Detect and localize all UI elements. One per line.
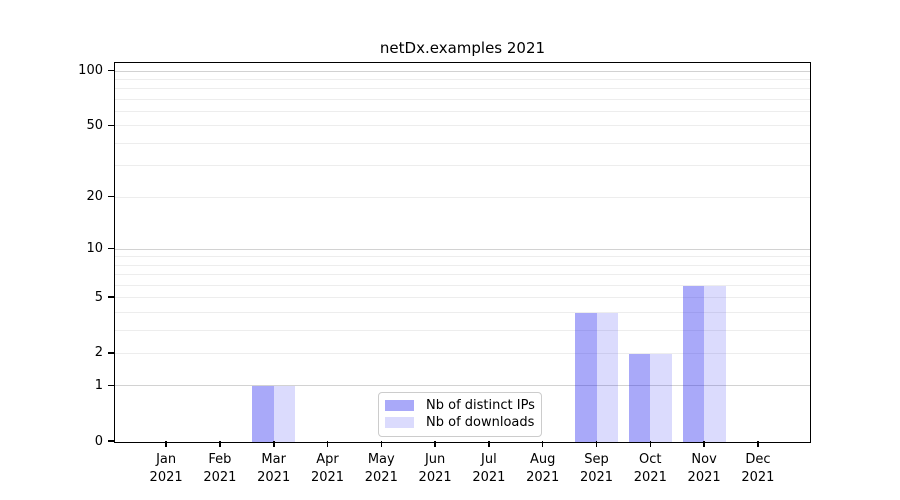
gridline-major (115, 248, 810, 250)
x-tick (434, 441, 436, 447)
y-tick-label: 50 (86, 117, 103, 133)
gridline-major (115, 385, 810, 387)
x-tick (380, 441, 383, 447)
x-tick-label: Apr 2021 (310, 452, 345, 485)
x-tick-label: Jul 2021 (472, 452, 506, 485)
y-tick-label: 100 (78, 63, 103, 79)
x-tick (703, 441, 705, 447)
gridline-minor (115, 142, 810, 144)
y-tick-label: 0 (94, 433, 103, 449)
x-tick (649, 441, 651, 447)
y-tick (107, 440, 114, 442)
x-tick-label: Jan 2021 (149, 452, 183, 485)
x-tick-label: May 2021 (364, 452, 398, 485)
x-tick-label: Oct 2021 (633, 452, 667, 485)
x-tick-label: Jun 2021 (418, 452, 452, 485)
gridline-minor (115, 297, 810, 299)
gridline-minor (115, 329, 810, 331)
x-tick (165, 441, 167, 447)
legend-item: Nb of downloads (385, 414, 535, 431)
legend-item: Nb of distinct IPs (385, 397, 535, 414)
x-tick (757, 441, 759, 447)
bar (252, 386, 274, 442)
y-tick (107, 69, 114, 72)
y-tick-label: 1 (94, 377, 103, 393)
gridline-minor (115, 264, 810, 266)
bar (596, 312, 618, 442)
y-tick-label: 5 (94, 289, 103, 305)
gridline-minor (115, 125, 810, 127)
bar (682, 285, 705, 442)
legend-swatch-icon (385, 400, 414, 411)
gridline-minor (115, 98, 810, 100)
y-tick (107, 352, 114, 354)
bar (273, 386, 296, 442)
gridline-minor (115, 196, 810, 198)
x-tick (326, 441, 329, 447)
x-tick (219, 441, 221, 447)
y-tick (107, 296, 114, 298)
y-tick (107, 124, 114, 127)
x-tick (595, 441, 598, 447)
gridline-minor (115, 311, 810, 313)
bar (704, 285, 726, 442)
gridline-minor (115, 111, 810, 112)
y-tick-label: 20 (86, 189, 103, 205)
bar (575, 312, 597, 442)
y-tick (107, 195, 114, 198)
y-tick (107, 384, 114, 387)
legend-label: Nb of distinct IPs (426, 398, 535, 413)
x-tick-label: Dec 2021 (741, 452, 775, 485)
legend: Nb of distinct IPs Nb of downloads (378, 392, 542, 437)
chart-title: netDx.examples 2021 (379, 39, 546, 57)
gridline-major (115, 70, 810, 72)
x-tick-label: Feb 2021 (203, 452, 237, 485)
plot-area: 0 1 2 5 10 20 50 100 Jan 2021 Feb 2021 Mar 2021 Apr… (78, 62, 811, 485)
gridline-minor (115, 88, 810, 90)
x-tick-label: Aug 2021 (526, 452, 560, 485)
legend-label: Nb of downloads (426, 415, 535, 430)
gridline-minor (115, 352, 810, 354)
x-tick-label: Nov 2021 (687, 452, 721, 485)
legend-swatch-icon (385, 417, 414, 428)
gridline-minor (115, 78, 810, 80)
y-tick (107, 247, 114, 250)
bar (650, 353, 672, 442)
bar (628, 353, 651, 442)
gridline-minor (115, 165, 810, 167)
x-tick-label: Mar 2021 (257, 452, 291, 485)
x-tick (488, 441, 490, 447)
gridline-minor (115, 274, 810, 276)
y-tick-label: 2 (94, 345, 103, 361)
gridline-minor (115, 256, 810, 258)
gridline-minor (115, 284, 810, 286)
x-tick-label: Sep 2021 (579, 452, 614, 485)
x-tick (273, 441, 275, 447)
x-tick (541, 441, 544, 447)
y-tick-label: 10 (86, 241, 103, 256)
